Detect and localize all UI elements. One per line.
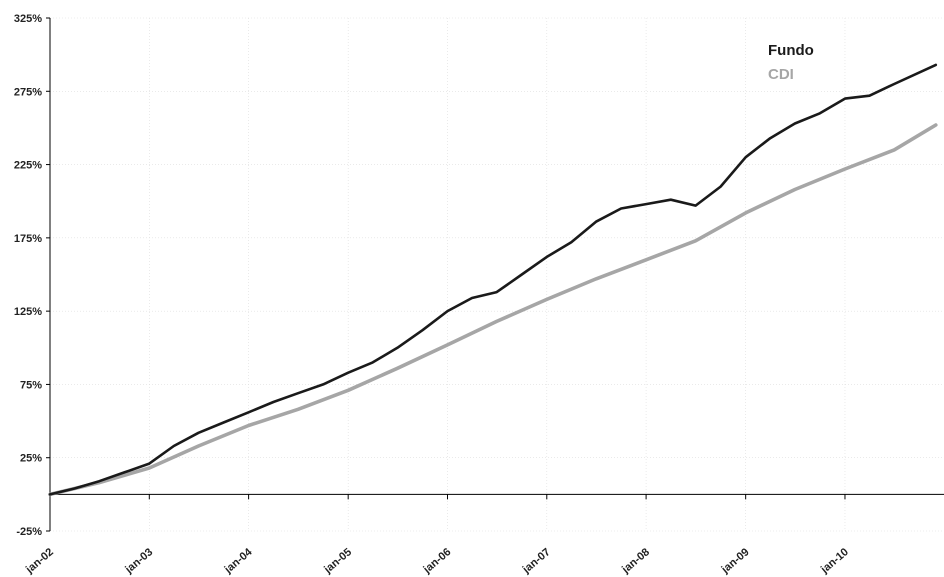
series-line-cdi [48, 123, 938, 497]
y-tick-label: -25% [16, 526, 42, 538]
legend-fundo: Fundo [768, 42, 814, 59]
x-tick-label: jan-07 [520, 546, 553, 576]
legend-cdi: CDI [768, 66, 794, 83]
x-tick-label: jan-06 [421, 546, 454, 576]
series-line-fundo [48, 63, 938, 496]
x-tick-label: jan-02 [23, 546, 56, 576]
grid-lines [49, 17, 944, 532]
y-tick-label: 75% [20, 379, 42, 391]
x-tick-label: jan-09 [719, 546, 752, 576]
y-tick-label: 25% [20, 453, 42, 465]
axes: 325% 275% 225% 175% 125% 75% 25% -25% jan-02 jan-… [14, 13, 944, 576]
x-tick-label: jan-08 [619, 546, 652, 576]
y-tick-label: 325% [14, 13, 42, 25]
legend: Fundo CDI [768, 42, 814, 83]
y-tick-label: 125% [14, 306, 42, 318]
y-tick-label: 175% [14, 233, 42, 245]
x-tick-label: jan-05 [321, 546, 354, 576]
y-tick-label: 225% [14, 160, 42, 172]
x-tick-label: jan-03 [122, 546, 155, 576]
y-tick-label: 275% [14, 86, 42, 98]
x-tick-label: jan-04 [222, 546, 256, 577]
x-tick-label: jan-10 [818, 546, 851, 576]
series-layer [48, 63, 938, 497]
